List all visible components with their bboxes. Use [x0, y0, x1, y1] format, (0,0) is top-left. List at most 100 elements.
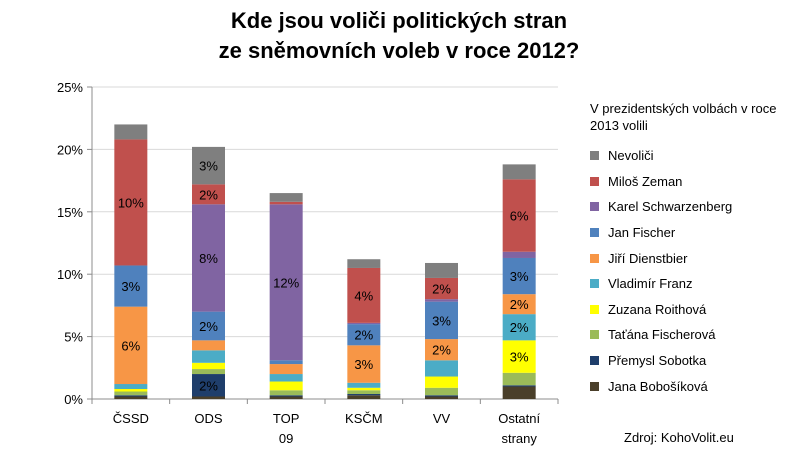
bar-segment [347, 324, 381, 346]
legend-swatch [590, 253, 599, 263]
legend-swatch [590, 176, 599, 186]
legend-item: Jiří Dienstbier [590, 245, 732, 271]
data-label: 4% [354, 288, 373, 303]
data-label: 2% [354, 328, 373, 343]
legend-item: Jana Bobošíková [590, 373, 732, 399]
chart-title: Kde jsou voliči politických stran ze sně… [0, 6, 798, 66]
bar-segment [269, 390, 303, 396]
bar-segment [502, 257, 536, 295]
legend-title: V prezidentských volbách v roce 2013 vol… [590, 101, 777, 133]
legend-label: Jana Bobošíková [608, 378, 708, 394]
y-tick-label: 0% [64, 392, 83, 407]
x-category-label: 09 [279, 431, 293, 446]
x-category-label: VV [433, 411, 451, 426]
bar-segment [114, 265, 148, 307]
bar-segment [502, 340, 536, 373]
bar-segment [269, 381, 303, 391]
legend-item: Karel Schwarzenberg [590, 194, 732, 220]
bar-segment [269, 360, 303, 365]
bar-segment [502, 385, 536, 387]
data-label: 8% [199, 251, 218, 266]
bar-segment [114, 391, 148, 396]
legend-label: Taťána Fischerová [608, 327, 716, 343]
data-label: 2% [199, 319, 218, 334]
data-label: 12% [273, 275, 299, 290]
bar-segment [192, 396, 225, 399]
x-category-label: KSČM [345, 411, 383, 426]
bar-segment [114, 395, 148, 397]
legend-label: Nevoliči [608, 148, 654, 164]
bar-segment [425, 396, 458, 399]
bar-segment [502, 372, 536, 386]
data-label: 3% [121, 279, 140, 294]
data-label: 3% [199, 159, 218, 174]
bar-segment [192, 369, 225, 375]
bar-segment [347, 345, 381, 383]
legend-item: Taťána Fischerová [590, 322, 732, 348]
bar-segment [425, 339, 458, 361]
bar-segment [425, 395, 458, 397]
x-category-label: Ostatní [498, 411, 540, 426]
legend-item: Nevoliči [590, 143, 732, 169]
bar-segment [347, 322, 381, 325]
y-tick-label: 10% [57, 267, 83, 282]
y-tick-label: 15% [57, 205, 83, 220]
bar-segment [269, 193, 303, 202]
y-tick-label: 5% [64, 330, 83, 345]
y-tick-label: 20% [57, 142, 83, 157]
bar-segment [192, 184, 225, 205]
legend-label: Zuzana Roithová [608, 301, 707, 317]
bar-segment [192, 311, 225, 341]
bar-segment [347, 267, 381, 323]
bar-segment [425, 376, 458, 388]
bar-segment [502, 251, 536, 258]
bar-segment [425, 262, 458, 278]
legend-swatch [590, 381, 599, 391]
bar-segment [269, 201, 303, 205]
bar-segment [269, 396, 303, 399]
bar-segment [347, 382, 381, 388]
legend-item: Vladimír Franz [590, 271, 732, 297]
bar-segment [192, 340, 225, 351]
legend-item: Jan Fischer [590, 220, 732, 246]
data-label: 3% [354, 357, 373, 372]
legend-label: Vladimír Franz [608, 276, 693, 292]
bar-segment [502, 314, 536, 341]
bar-segment [114, 139, 148, 266]
data-label: 2% [199, 187, 218, 202]
bar-segment [347, 394, 381, 396]
bar-segment [425, 277, 458, 300]
bar-segment [347, 259, 381, 268]
x-category-label: TOP [273, 411, 300, 426]
bar-segment [269, 364, 303, 375]
bar-segment [269, 395, 303, 397]
bar-segment [425, 360, 458, 377]
bar-segment [269, 374, 303, 382]
bar-segment [192, 204, 225, 312]
legend-swatch [590, 202, 599, 212]
bar-segment [114, 124, 148, 140]
data-label: 10% [118, 195, 144, 210]
legend-swatch [590, 228, 599, 238]
legend-label: Přemysl Sobotka [608, 353, 707, 369]
legend-label: Miloš Zeman [608, 173, 683, 189]
data-label: 2% [510, 320, 529, 335]
bar-segment [502, 294, 536, 315]
data-label: 6% [510, 209, 529, 224]
legend-item: Přemysl Sobotka [590, 348, 732, 374]
legend-label: Karel Schwarzenberg [608, 199, 733, 215]
bar-segment [192, 350, 225, 363]
legend-item: Zuzana Roithová [590, 297, 732, 323]
chart-title-line-1: Kde jsou voliči politických stran [230, 8, 568, 33]
bar-segment [425, 301, 458, 340]
chart-title-line-2: ze sněmovních voleb v roce 2012? [218, 38, 580, 63]
bar-segment [269, 204, 303, 361]
data-label: 6% [121, 338, 140, 353]
data-label: 3% [510, 350, 529, 365]
legend-label: Jiří Dienstbier [608, 250, 688, 266]
bar-segment [425, 387, 458, 396]
bar-segment [502, 179, 536, 252]
bar-segment [347, 390, 381, 395]
data-label: 3% [432, 313, 451, 328]
legend-swatch [590, 279, 599, 289]
